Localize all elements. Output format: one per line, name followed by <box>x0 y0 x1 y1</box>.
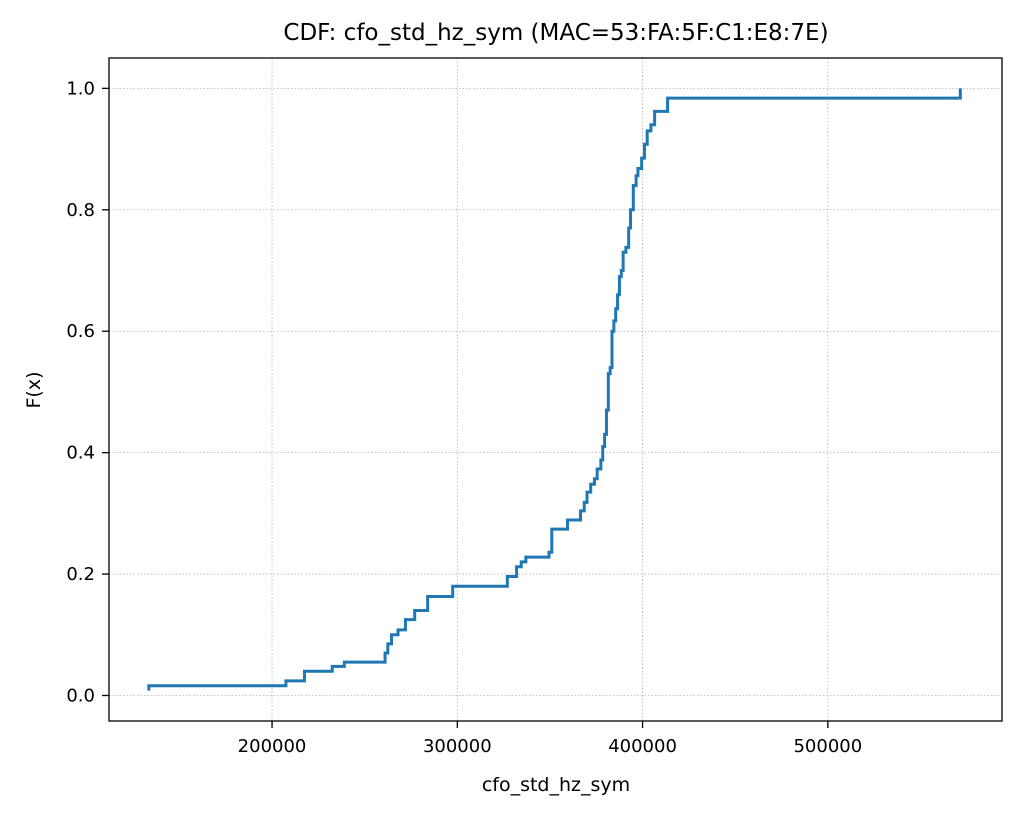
y-ticks: 0.0 0.2 0.4 0.6 0.8 1.0 <box>66 78 109 707</box>
x-tick-label: 500000 <box>793 736 862 757</box>
y-tick-label: 0.6 <box>66 321 95 342</box>
x-axis-label: cfo_std_hz_sym <box>482 774 630 796</box>
y-tick-label: 0.2 <box>66 564 95 585</box>
x-tick-label: 400000 <box>608 736 677 757</box>
chart-title: CDF: cfo_std_hz_sym (MAC=53:FA:5F:C1:E8:… <box>283 20 828 46</box>
grid <box>109 58 1002 721</box>
y-tick-label: 0.4 <box>66 443 95 464</box>
y-tick-label: 0.0 <box>66 686 95 707</box>
y-tick-label: 1.0 <box>66 78 95 99</box>
x-tick-label: 300000 <box>423 736 492 757</box>
plot-frame <box>108 57 1003 722</box>
y-tick-label: 0.8 <box>66 200 95 221</box>
x-ticks: 200000 300000 400000 500000 <box>238 721 862 757</box>
cdf-series-line <box>147 88 962 691</box>
x-tick-label: 200000 <box>238 736 307 757</box>
y-axis-label: F(x) <box>23 372 45 409</box>
